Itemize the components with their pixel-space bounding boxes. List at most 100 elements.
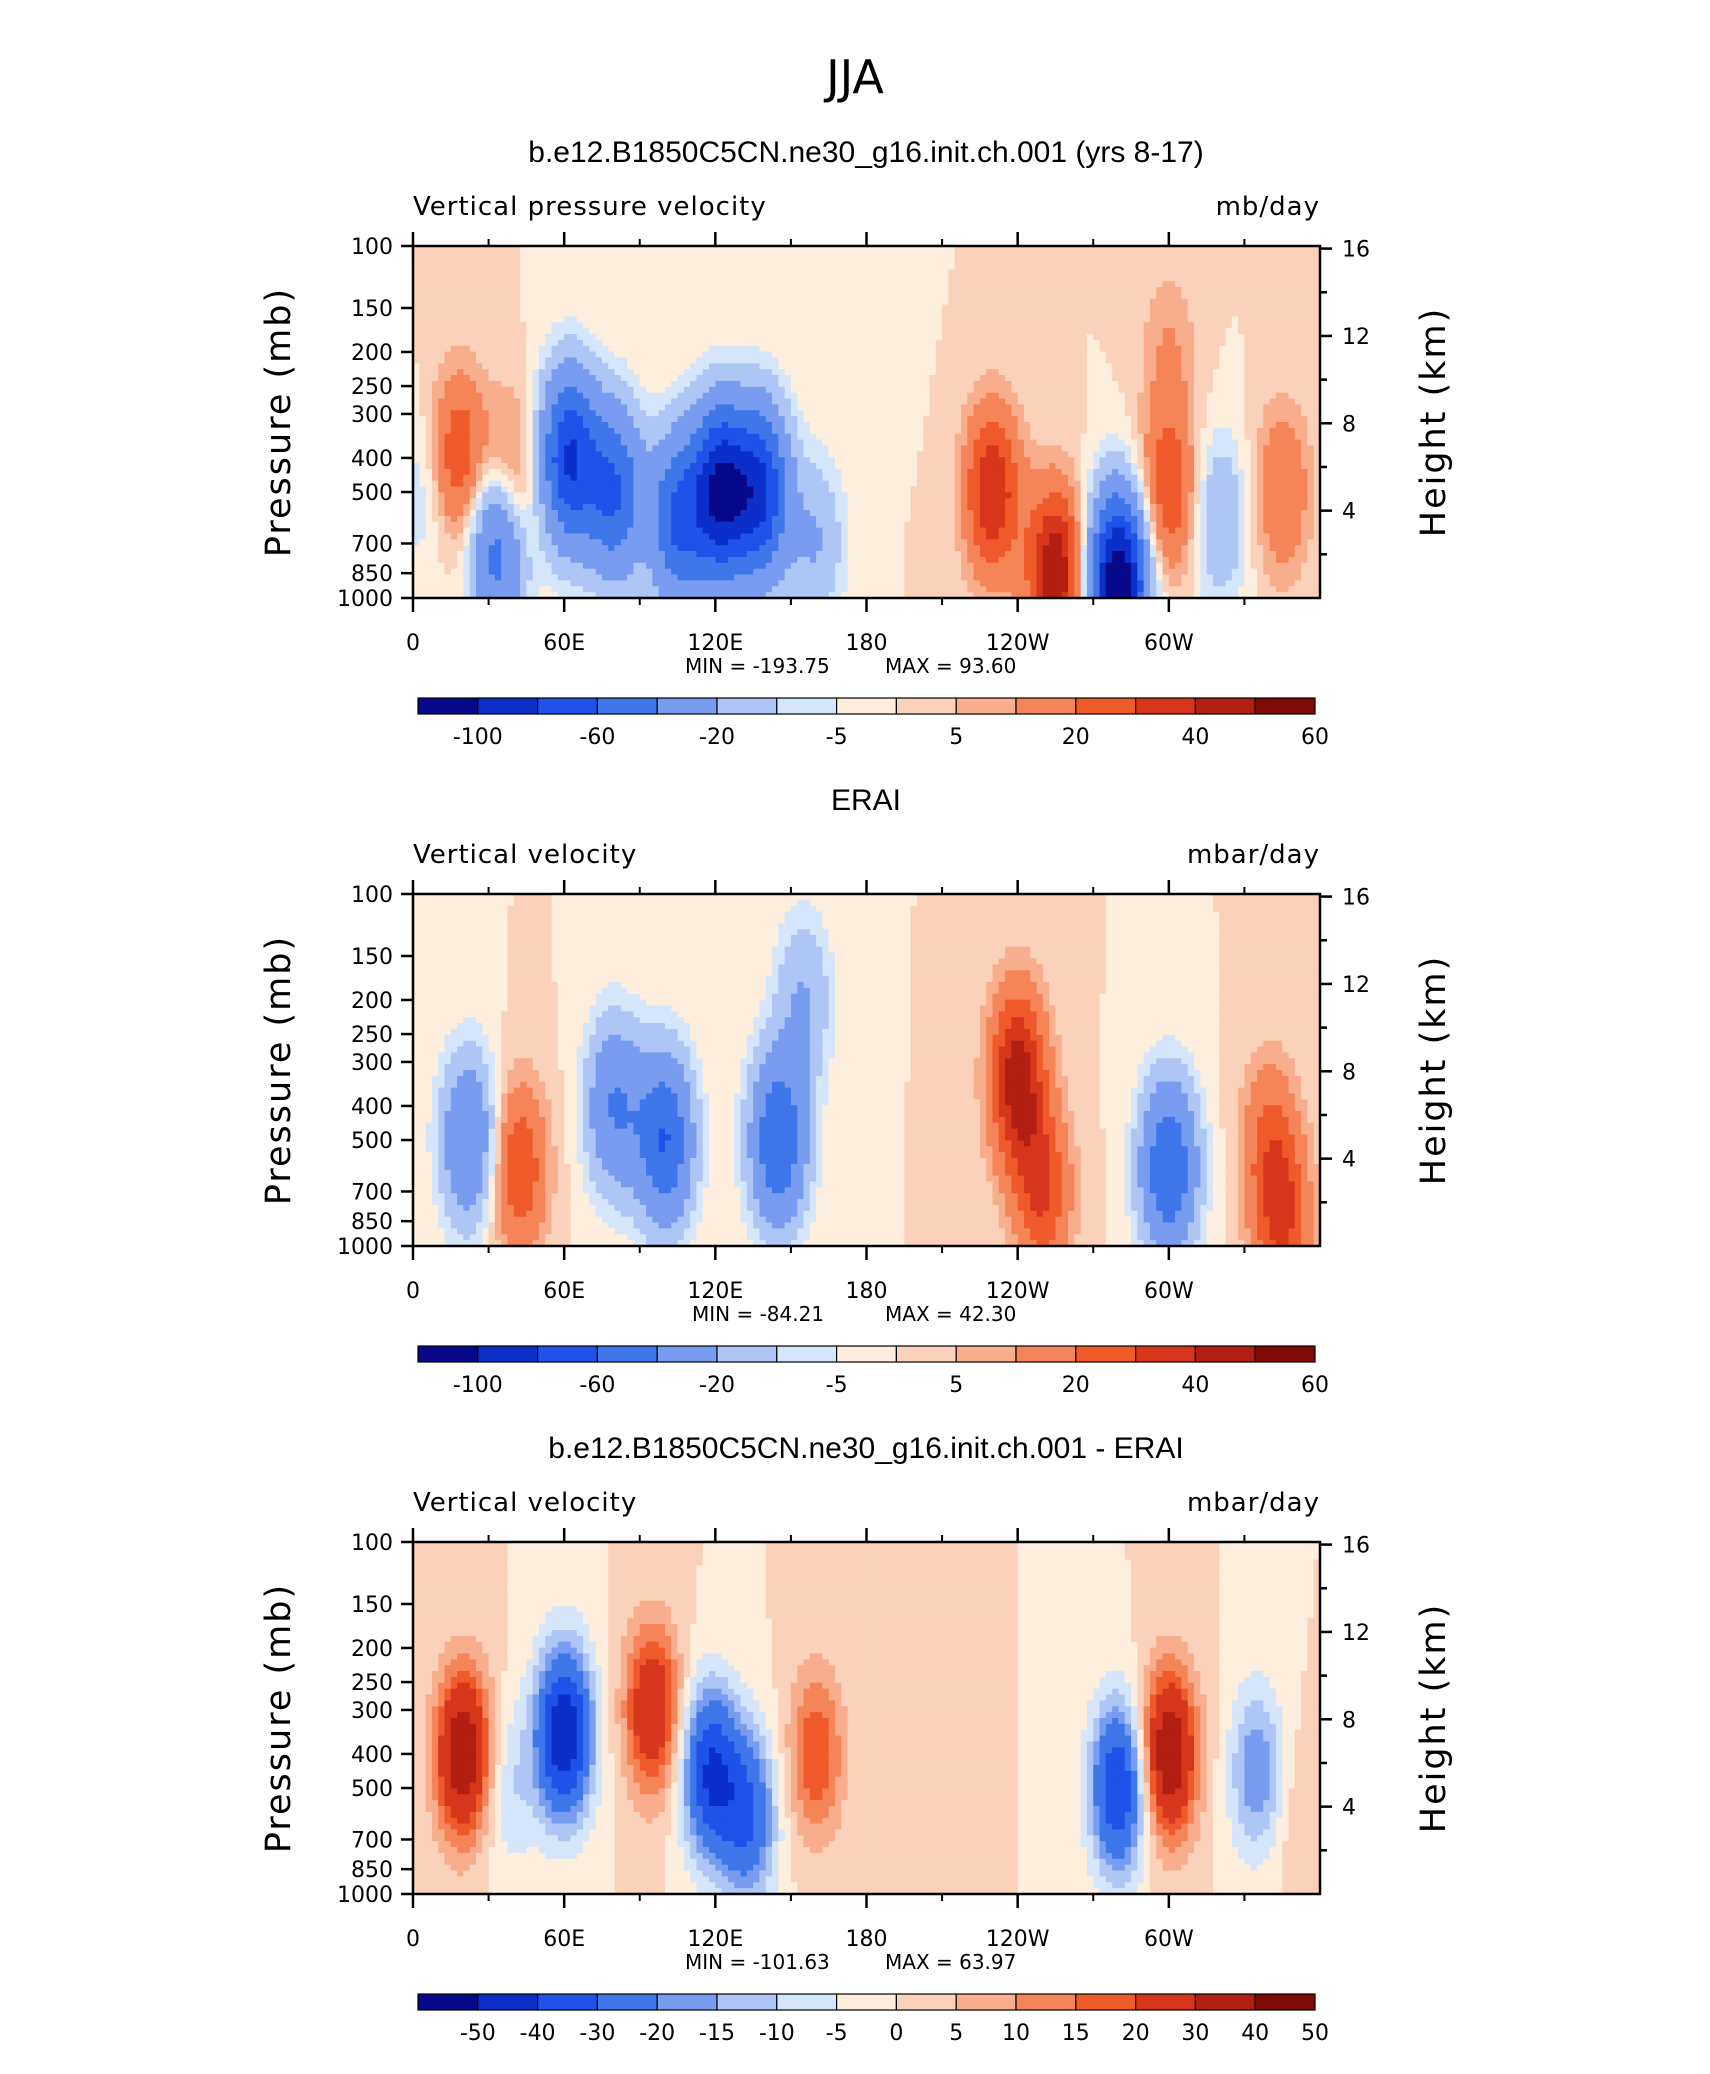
field-cell [885,304,893,312]
field-cell [620,322,628,329]
field-cell [646,380,653,388]
field-cell [564,439,572,447]
field-cell [1206,422,1214,429]
field-cell [879,310,886,317]
field-cell [986,263,994,271]
field-cell [1206,345,1214,353]
field-cell [457,380,464,388]
field-cell [954,398,962,405]
field-cell [967,339,975,347]
field-cell [538,275,546,282]
field-cell [501,287,509,294]
field-cell [1124,404,1132,411]
field-cell [450,410,458,417]
field-cell [1036,380,1044,388]
field-cell [576,275,584,282]
field-cell [438,416,446,423]
field-cell [646,345,653,353]
field-cell [1005,386,1012,394]
field-cell [734,386,742,394]
field-cell [1105,351,1113,359]
field-cell [677,251,685,259]
field-cell [1036,410,1044,417]
field-cell [425,328,433,335]
field-cell [1307,298,1315,306]
field-cell [891,281,899,288]
field-cell [734,433,742,441]
field-cell [809,345,817,353]
field-cell [1156,263,1164,271]
field-cell [1275,316,1283,323]
field-cell [740,422,748,429]
field-cell [1036,404,1044,411]
field-cell [784,369,792,376]
field-cell [413,292,420,300]
field-cell [507,398,515,405]
field-cell [532,281,540,288]
field-cell [601,445,609,452]
field-cell [1244,345,1252,353]
field-cell [1061,281,1069,288]
field-cell [469,416,477,423]
field-cell [1061,416,1069,423]
field-cell [1168,251,1176,259]
field-cell [709,386,716,394]
field-cell [778,281,786,288]
field-cell [507,310,515,317]
field-cell [828,263,836,271]
field-cell [1017,433,1025,441]
field-cell [488,422,496,429]
field-cell [1162,322,1170,329]
field-cell [1143,269,1151,276]
field-cell [1131,322,1138,329]
field-cell [494,363,502,370]
field-cell [501,398,509,405]
field-cell [1313,310,1320,317]
field-cell [589,251,597,259]
field-cell [608,375,616,382]
field-cell [816,298,824,306]
field-cell [450,380,458,388]
field-cell [1005,316,1012,323]
field-cell [431,298,439,306]
field-cell [879,398,886,405]
field-cell [885,416,893,423]
field-cell [772,322,779,329]
field-cell [1030,281,1038,288]
field-cell [413,392,420,400]
field-cell [897,345,905,353]
field-cell [772,386,779,394]
field-cell [557,275,565,282]
field-cell [513,433,521,441]
field-cell [1049,257,1057,265]
field-cell [1288,251,1296,259]
field-cell [835,392,842,400]
field-cell [885,375,893,382]
field-cell [494,298,502,306]
field-cell [702,298,710,306]
field-cell [759,410,767,417]
field-cell [646,251,653,259]
field-cell [1162,257,1170,265]
field-cell [570,287,578,294]
field-cell [557,269,565,276]
field-cell [1112,287,1120,294]
field-cell [772,445,779,452]
field-cell [923,334,931,341]
field-cell [1149,410,1157,417]
field-cell [746,298,754,306]
field-cell [1036,257,1044,265]
field-cell [866,410,874,417]
field-cell [740,433,748,441]
field-cell [1194,328,1201,335]
field-cell [1030,345,1038,353]
field-cell [897,304,905,312]
field-cell [671,392,679,400]
field-cell [998,427,1006,435]
field-cell [954,363,962,370]
field-cell [1011,251,1019,259]
field-cell [677,263,685,271]
field-cell [910,304,918,312]
field-cell [677,392,685,400]
field-cell [576,357,584,364]
